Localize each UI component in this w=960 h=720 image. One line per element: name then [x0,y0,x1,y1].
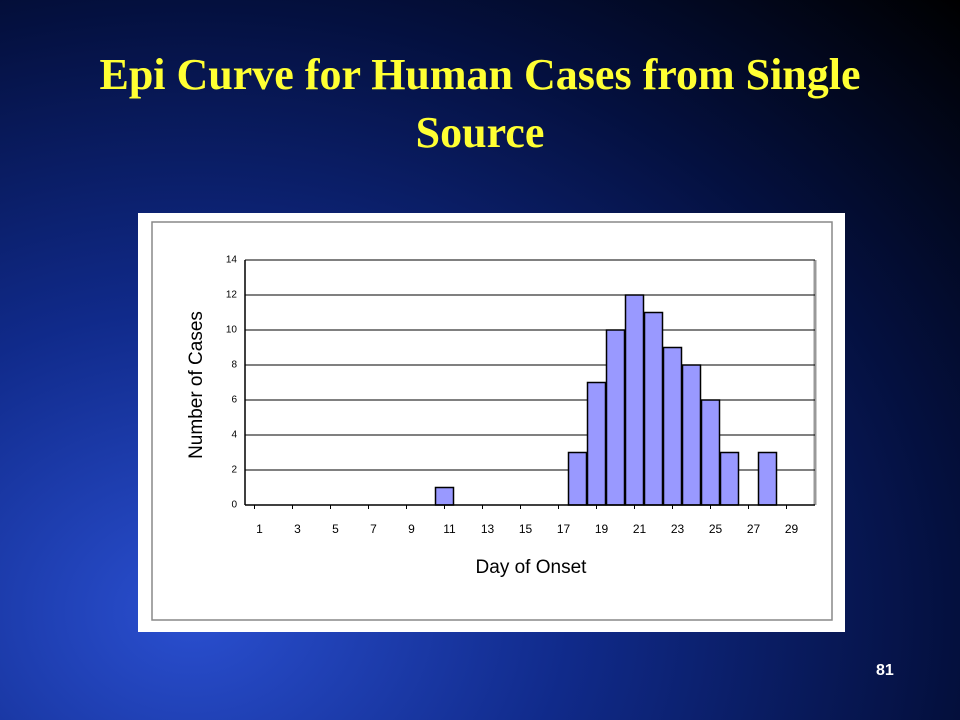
bar [567,451,588,506]
y-tick-label: 8 [231,360,237,371]
y-tick-label: 4 [231,430,237,441]
y-tick-label: 2 [231,465,237,476]
y-tick-label: 14 [226,255,238,266]
y-tick-label: 0 [231,500,237,511]
y-tick-label: 10 [226,325,238,336]
bar [434,486,455,506]
x-tick-label: 27 [747,522,761,536]
x-tick-label: 17 [557,522,571,536]
x-tick-label: 21 [633,522,647,536]
chart-background [138,213,845,632]
x-tick-label: 3 [294,522,301,536]
slide-number: 81 [876,662,894,679]
x-tick-label: 29 [785,522,799,536]
y-tick-label: 6 [231,395,237,406]
bar [643,311,664,506]
slide-title: Epi Curve for Human Cases from Single So… [99,50,861,157]
bar [757,451,778,506]
x-tick-label: 7 [370,522,377,536]
bar [624,294,645,506]
x-axis-label: Day of Onset [476,557,588,578]
y-axis-label: Number of Cases [186,311,207,459]
y-tick-label: 12 [226,290,238,301]
bar [719,451,740,506]
bar [700,399,721,506]
x-tick-label: 23 [671,522,685,536]
x-tick-label: 25 [709,522,723,536]
chart-border [151,221,833,621]
x-tick-label: 1 [256,522,263,536]
bar [662,346,683,506]
x-tick-label: 11 [443,522,456,536]
x-tick-label: 15 [519,522,533,536]
bar [605,329,626,506]
x-tick-label: 19 [595,522,609,536]
bar [681,364,702,506]
x-tick-label: 9 [408,522,415,536]
x-tick-label: 13 [481,522,495,536]
bar [586,381,607,506]
x-tick-label: 5 [332,522,339,536]
